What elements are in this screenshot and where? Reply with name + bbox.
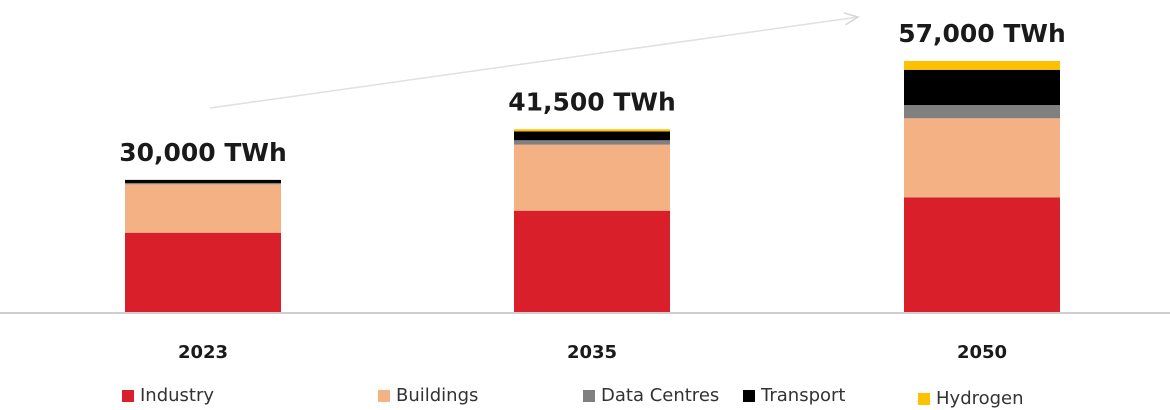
bar-segment <box>514 144 670 211</box>
bar-segment <box>514 140 670 145</box>
total-label: 41,500 TWh <box>508 87 676 116</box>
bar-segment <box>514 210 670 312</box>
legend-label: Buildings <box>396 385 478 406</box>
bar-segment <box>904 61 1060 70</box>
total-label: 30,000 TWh <box>119 138 287 167</box>
legend-swatch <box>918 393 930 405</box>
bar-segment <box>904 105 1060 119</box>
bar-segment <box>125 184 281 233</box>
bar-segment <box>125 232 281 312</box>
bar-segment <box>514 129 670 132</box>
legend-swatch <box>743 390 755 402</box>
bar-segment <box>514 131 670 141</box>
legend-label: Data Centres <box>601 385 719 406</box>
x-tick-label: 2035 <box>567 342 617 363</box>
growth-arrow <box>209 17 858 109</box>
legend-swatch <box>122 390 134 402</box>
bar-segment <box>125 182 281 185</box>
legend-label: Transport <box>760 385 845 406</box>
legend-label: Industry <box>140 385 214 406</box>
x-tick-label: 2050 <box>957 342 1007 363</box>
bar-segment <box>125 179 281 183</box>
bar-segment <box>904 118 1060 198</box>
bar-segment <box>904 197 1060 312</box>
bar-segment <box>904 69 1060 106</box>
total-label: 57,000 TWh <box>898 19 1066 48</box>
legend-swatch <box>583 390 595 402</box>
legend-label: Hydrogen <box>936 388 1024 409</box>
x-tick-label: 2023 <box>178 342 228 363</box>
legend-swatch <box>378 390 390 402</box>
